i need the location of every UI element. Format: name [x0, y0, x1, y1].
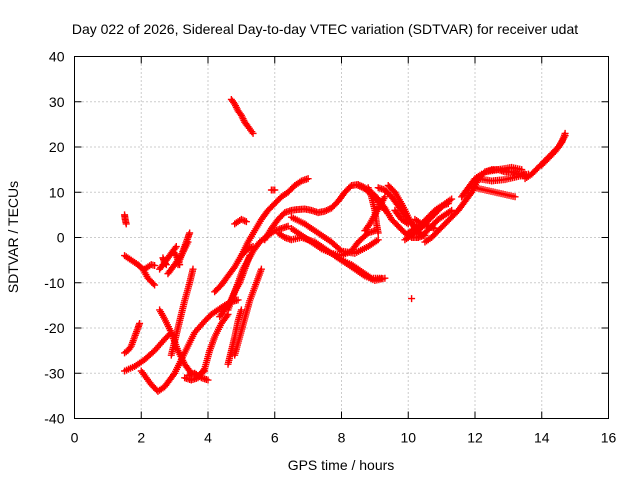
x-tick-label: 14 [534, 430, 550, 446]
data-point [381, 274, 389, 282]
data-point [136, 319, 144, 327]
data-points [121, 95, 569, 395]
data-point [161, 260, 169, 268]
y-tick-label: -40 [44, 411, 64, 427]
y-tick-label: 20 [49, 139, 65, 155]
data-point [249, 129, 257, 137]
chart-title: Day 022 of 2026, Sidereal Day-to-day VTE… [72, 21, 578, 37]
data-point [257, 265, 265, 273]
axis-ticks: 0 2 4 6 8 10 12 14 16 -40 -30 -20 -10 0 10 20 30 40 [44, 49, 616, 446]
x-tick-label: 8 [338, 430, 346, 446]
x-tick-label: 2 [137, 430, 145, 446]
data-point [204, 376, 212, 384]
y-tick-label: -10 [44, 275, 64, 291]
data-point [374, 236, 382, 244]
data-point [408, 295, 416, 303]
y-tick-label: 40 [49, 49, 65, 65]
data-point [381, 206, 389, 214]
data-point [172, 243, 180, 251]
grid [74, 56, 609, 419]
data-point [242, 218, 250, 226]
y-tick-label: 30 [49, 94, 65, 110]
data-point [149, 280, 157, 288]
x-tick-label: 0 [71, 430, 79, 446]
y-tick-label: 0 [57, 230, 65, 246]
data-point [162, 261, 170, 269]
y-tick-label: -30 [44, 365, 64, 381]
data-point [271, 186, 279, 194]
y-tick-label: 10 [49, 184, 65, 200]
data-point [304, 175, 312, 183]
data-point [234, 296, 242, 304]
x-tick-label: 12 [467, 430, 483, 446]
data-point [200, 366, 208, 374]
x-axis-label: GPS time / hours [288, 457, 395, 473]
data-point [518, 166, 526, 174]
data-point [186, 229, 194, 237]
data-point [511, 193, 519, 201]
data-point [151, 262, 159, 270]
data-point [448, 195, 456, 203]
x-tick-label: 10 [400, 430, 416, 446]
data-point [223, 312, 231, 320]
data-point [380, 205, 388, 213]
data-point [374, 229, 382, 237]
data-point [189, 265, 197, 273]
data-point [381, 193, 389, 201]
data-point [122, 220, 130, 228]
x-tick-label: 6 [271, 430, 279, 446]
data-point [404, 220, 412, 228]
data-point [249, 243, 257, 251]
data-point [444, 200, 452, 208]
data-point [239, 216, 247, 224]
x-tick-label: 16 [601, 430, 617, 446]
data-point [448, 206, 456, 214]
data-point [561, 129, 569, 137]
y-tick-label: -20 [44, 320, 64, 336]
data-point [246, 252, 254, 260]
plot-frame [74, 56, 609, 419]
x-tick-label: 4 [204, 430, 212, 446]
data-point [237, 306, 245, 314]
data-point [241, 217, 249, 225]
data-point [151, 281, 159, 289]
y-axis-label: SDTVAR / TECUs [5, 181, 21, 293]
